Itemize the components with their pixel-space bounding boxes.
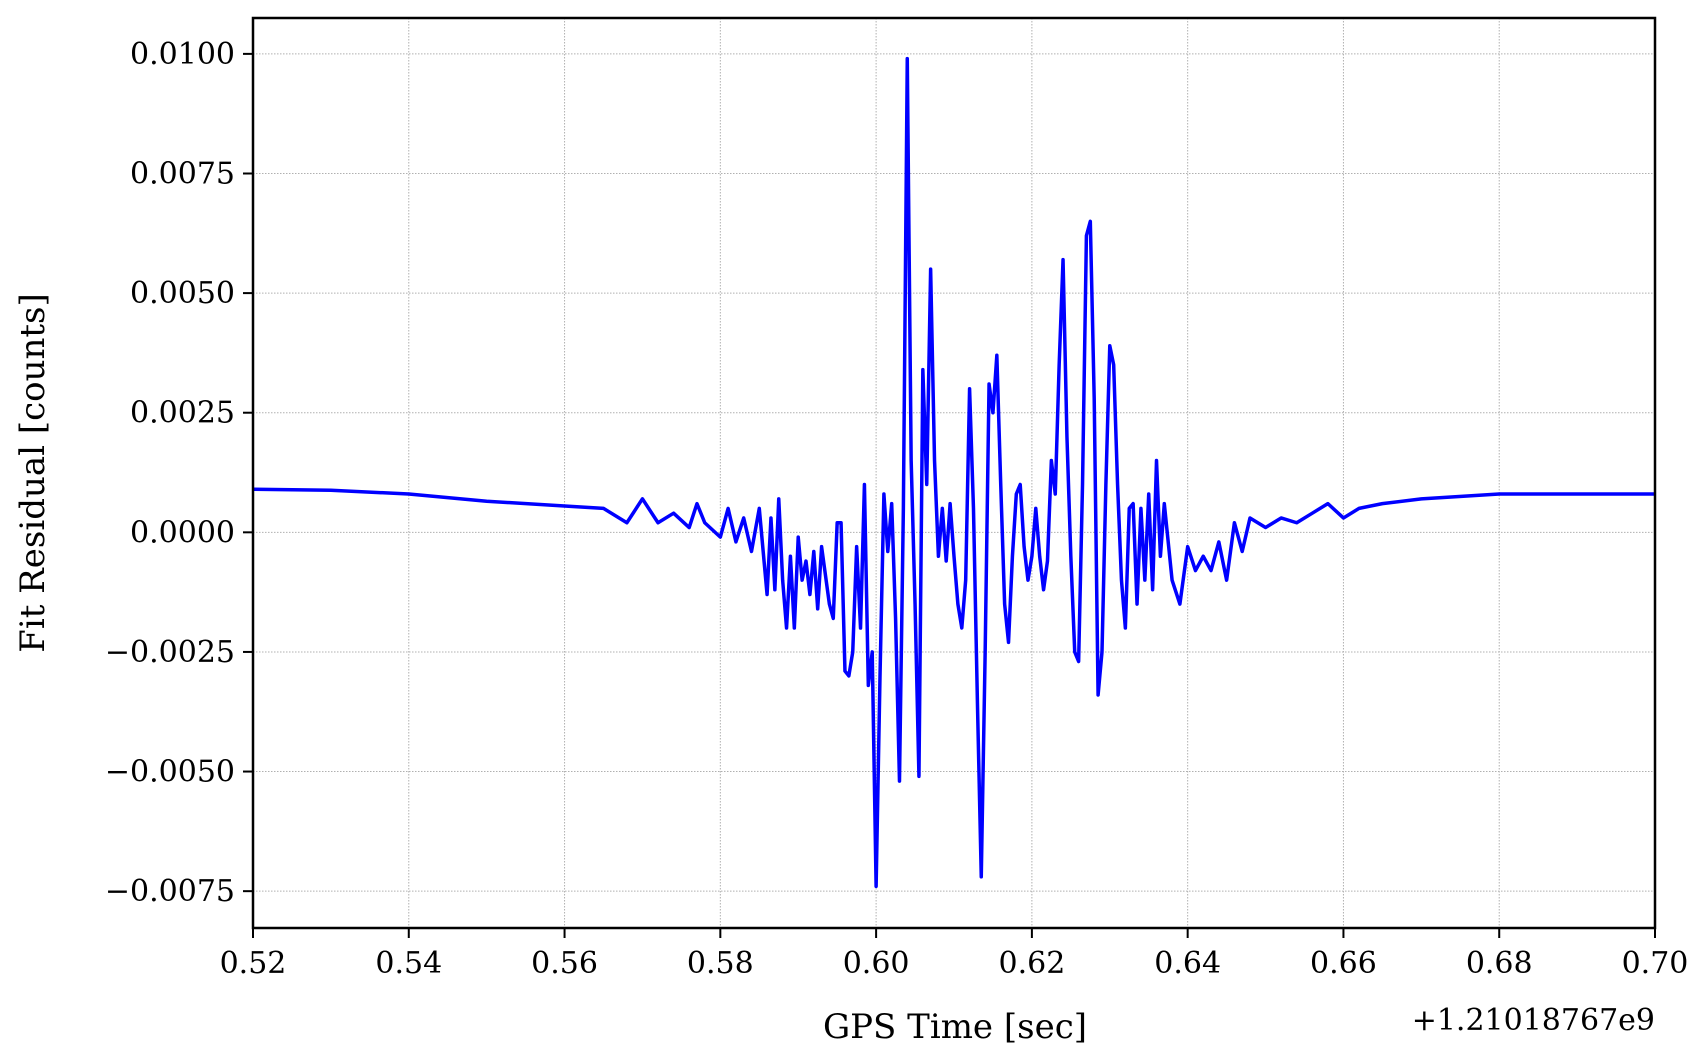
x-tick-label: 0.58 [687, 946, 754, 981]
y-axis-label: Fit Residual [counts] [13, 293, 53, 653]
y-tick-label: −0.0075 [105, 874, 235, 909]
y-tick-label: 0.0075 [130, 156, 235, 191]
y-tick-label: −0.0050 [105, 755, 235, 790]
x-tick-label: 0.66 [1310, 946, 1377, 981]
y-tick-label: 0.0000 [130, 515, 235, 550]
x-axis-label: GPS Time [sec] [823, 1007, 1087, 1047]
x-tick-label: 0.54 [375, 946, 442, 981]
x-tick-label: 0.62 [998, 946, 1065, 981]
y-tick-label: 0.0050 [130, 276, 235, 311]
x-tick-label: 0.56 [531, 946, 598, 981]
x-tick-label: 0.70 [1622, 946, 1689, 981]
y-tick-label: −0.0025 [105, 635, 235, 670]
y-tick-label: 0.0025 [130, 396, 235, 431]
x-tick-label: 0.60 [843, 946, 910, 981]
plot-frame [251, 16, 1657, 930]
y-tick-label: 0.0100 [130, 37, 235, 72]
x-tick-label: 0.64 [1154, 946, 1221, 981]
x-tick-label: 0.68 [1466, 946, 1533, 981]
data-line [252, 56, 1655, 889]
x-tick-label: 0.52 [220, 946, 287, 981]
x-offset-text: +1.21018767e9 [1412, 1003, 1655, 1038]
